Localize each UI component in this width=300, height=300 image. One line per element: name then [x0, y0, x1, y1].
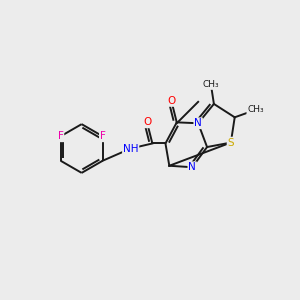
Text: O: O: [167, 96, 175, 106]
Text: N: N: [188, 162, 196, 172]
Text: F: F: [100, 131, 106, 141]
Text: N: N: [194, 118, 202, 128]
Text: CH₃: CH₃: [202, 80, 219, 89]
Text: CH₃: CH₃: [247, 105, 264, 114]
Text: F: F: [58, 131, 64, 141]
Text: S: S: [227, 138, 234, 148]
Text: NH: NH: [123, 143, 138, 154]
Text: O: O: [143, 117, 151, 128]
